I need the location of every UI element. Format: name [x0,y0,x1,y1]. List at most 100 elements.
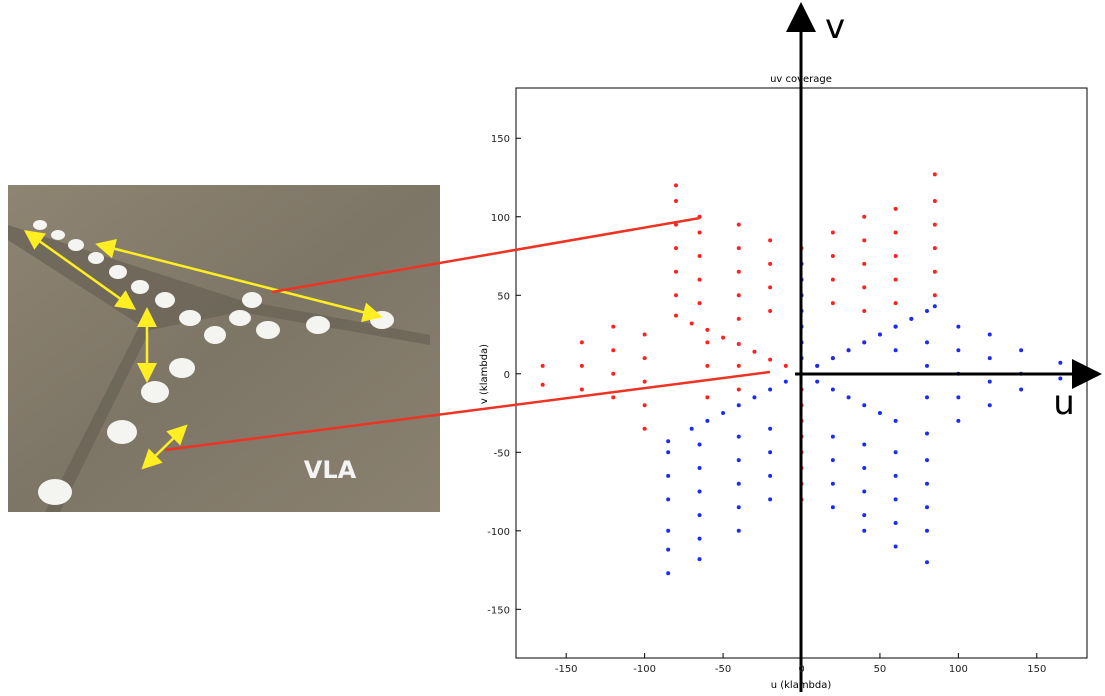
uv-point [862,466,867,470]
uv-point [877,332,882,337]
x-tick-label: -50 [715,664,731,675]
uv-point [893,254,898,259]
uv-point [1019,348,1024,353]
x-tick-label: 100 [949,664,968,675]
uv-point [846,348,851,353]
uv-point [1058,360,1063,365]
uv-point [862,403,867,408]
uv-point [674,269,679,274]
uv-point [579,387,584,392]
uv-point [987,356,992,361]
uv-point [697,466,702,470]
uv-point [736,458,741,463]
uv-point [932,293,937,298]
uv-point [932,199,937,204]
uv-point [768,308,773,313]
uv-point [768,473,773,478]
uv-point [666,547,671,552]
uv-point [893,497,898,502]
uv-point [689,321,694,326]
uv-point [768,497,773,502]
uv-point [768,426,773,431]
uv-point [642,403,647,408]
uv-point [1058,376,1063,381]
uv-point [768,357,773,362]
x-tick-label: 50 [874,664,887,675]
uv-point [862,238,867,243]
uv-point [697,489,702,494]
x-tick-label: 150 [1027,664,1046,675]
uv-point [893,473,898,478]
x-tick-label: -100 [633,664,656,675]
uv-point [721,411,726,416]
uv-point [736,403,741,408]
uv-point [705,327,710,332]
uv-point [697,442,702,447]
uv-point [705,340,710,345]
uv-point [736,293,741,298]
uv-point [611,371,616,376]
uv-point [768,450,773,455]
uv-point [830,277,835,282]
uv-point [862,261,867,266]
uv-point [736,434,741,439]
uv-point [674,293,679,298]
uv-point [666,528,671,533]
uv-point [862,489,867,494]
uv-point [924,363,929,368]
uv-point [893,230,898,235]
uv-point [736,528,741,533]
uv-point [768,261,773,266]
uv-point [830,230,835,235]
uv-point [674,183,679,188]
uv-point [736,222,741,227]
uv-point [642,332,647,337]
uv-point [705,418,710,423]
uv-point [862,513,867,518]
y-tick-label: 100 [491,213,510,224]
x-tick-label: 0 [798,664,804,675]
uv-point [697,301,702,306]
uv-point [666,439,671,444]
uv-point [611,324,616,329]
uv-point [689,426,694,431]
y-tick-label: 0 [504,370,510,381]
uv-point [666,450,671,455]
uv-point [736,505,741,510]
uv-point [893,301,898,306]
u-axis-name: u [1053,383,1075,423]
uv-point [721,335,726,340]
uv-point [924,481,929,486]
uv-point [932,269,937,274]
uv-point [666,473,671,478]
uv-point [862,308,867,313]
uv-point [642,379,647,384]
uv-point [783,363,788,368]
uv-point [830,301,835,306]
uv-point [893,544,898,549]
uv-point [924,458,929,463]
uv-point [924,505,929,510]
uv-point [674,313,679,318]
uv-point [611,395,616,400]
uv-point [666,497,671,502]
uv-point [830,458,835,463]
uv-point [736,363,741,368]
uv-point [752,349,757,354]
y-tick-label: -150 [487,605,510,616]
uv-point [1019,387,1024,392]
uv-point [909,316,914,321]
y-axis-label: v (klambda) [479,344,490,404]
uv-point [579,340,584,345]
uv-point [932,172,937,177]
uv-point [666,571,671,576]
uv-point [697,557,702,562]
uv-point [956,418,961,423]
uv-point [893,277,898,282]
uv-point [893,348,898,353]
uv-point [697,254,702,259]
uv-point [674,222,679,227]
uv-point [893,324,898,329]
uv-point [877,411,882,416]
